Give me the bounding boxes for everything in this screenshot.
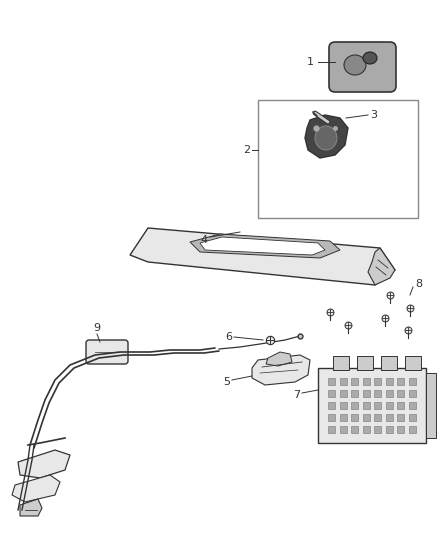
Bar <box>351 378 358 385</box>
Polygon shape <box>252 355 310 385</box>
Bar <box>363 414 370 421</box>
Bar <box>386 402 393 409</box>
Bar <box>397 378 404 385</box>
Text: 7: 7 <box>293 390 300 400</box>
Polygon shape <box>18 450 70 478</box>
Text: 4: 4 <box>201 235 208 245</box>
Bar <box>351 390 358 397</box>
Bar <box>351 402 358 409</box>
Bar <box>386 414 393 421</box>
Bar <box>397 425 404 433</box>
Bar <box>340 378 347 385</box>
Bar <box>409 425 416 433</box>
Text: 2: 2 <box>243 145 250 155</box>
Bar <box>397 402 404 409</box>
Bar <box>409 414 416 421</box>
Text: 1: 1 <box>307 57 314 67</box>
Bar <box>374 378 381 385</box>
Bar <box>328 402 335 409</box>
Bar <box>397 414 404 421</box>
Bar <box>426 373 436 438</box>
Bar <box>340 425 347 433</box>
Bar <box>405 356 421 370</box>
Bar <box>258 100 418 218</box>
Bar <box>386 378 393 385</box>
Bar <box>363 402 370 409</box>
Bar <box>363 390 370 397</box>
Ellipse shape <box>344 55 366 75</box>
Bar <box>374 425 381 433</box>
Polygon shape <box>130 228 395 285</box>
Bar <box>409 402 416 409</box>
Bar <box>351 425 358 433</box>
FancyBboxPatch shape <box>329 42 396 92</box>
Ellipse shape <box>315 126 337 150</box>
Bar <box>351 414 358 421</box>
Bar <box>386 425 393 433</box>
Bar <box>397 390 404 397</box>
Text: 5: 5 <box>223 377 230 387</box>
Ellipse shape <box>363 52 377 64</box>
Bar <box>333 356 349 370</box>
Bar <box>340 414 347 421</box>
Bar <box>328 414 335 421</box>
Bar <box>328 425 335 433</box>
Text: 8: 8 <box>415 279 422 289</box>
Text: 9: 9 <box>93 323 101 333</box>
FancyBboxPatch shape <box>86 340 128 364</box>
Bar <box>381 356 397 370</box>
Bar <box>374 390 381 397</box>
Polygon shape <box>12 475 60 502</box>
Bar <box>318 368 426 443</box>
Polygon shape <box>266 352 292 366</box>
Bar <box>340 390 347 397</box>
Text: 6: 6 <box>225 332 232 342</box>
Bar <box>409 390 416 397</box>
Bar <box>409 378 416 385</box>
Bar <box>374 402 381 409</box>
Polygon shape <box>190 234 340 258</box>
Polygon shape <box>20 499 42 516</box>
Bar <box>363 378 370 385</box>
Bar <box>340 402 347 409</box>
Bar <box>328 390 335 397</box>
Bar <box>363 425 370 433</box>
Bar <box>374 414 381 421</box>
Bar <box>328 378 335 385</box>
Bar <box>386 390 393 397</box>
Text: 3: 3 <box>370 110 377 120</box>
Polygon shape <box>305 115 348 158</box>
Polygon shape <box>200 237 325 255</box>
Bar <box>357 356 373 370</box>
Polygon shape <box>368 248 395 285</box>
